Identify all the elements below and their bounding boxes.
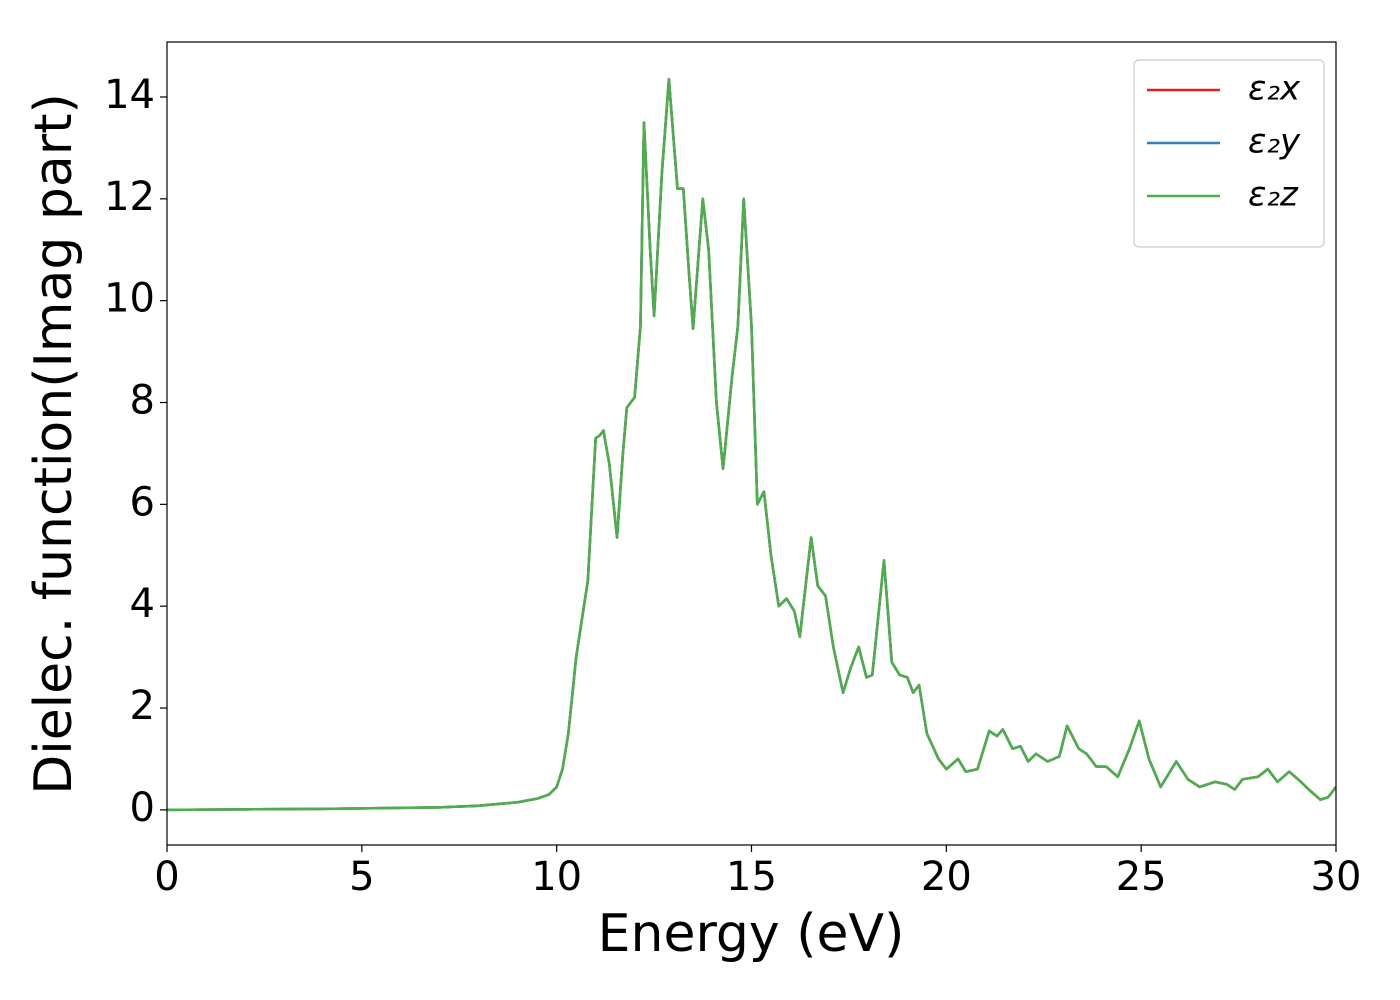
y-tick-label: 6 bbox=[130, 479, 155, 525]
x-tick-label: 30 bbox=[1311, 854, 1362, 900]
y-axis-label: Dielec. function(Imag part) bbox=[24, 93, 84, 795]
legend-label: ε₂y bbox=[1248, 122, 1301, 162]
x-tick-label: 20 bbox=[921, 854, 972, 900]
x-tick-label: 15 bbox=[726, 854, 777, 900]
x-tick-label: 0 bbox=[154, 854, 179, 900]
x-tick-label: 5 bbox=[349, 854, 374, 900]
legend-label: ε₂z bbox=[1248, 175, 1299, 215]
series-line bbox=[167, 77, 1336, 812]
plot-frame bbox=[166, 41, 1337, 846]
y-tick-label: 14 bbox=[104, 72, 155, 118]
y-tick-label: 12 bbox=[104, 174, 155, 220]
y-tick-label: 8 bbox=[130, 378, 155, 424]
y-tick-label: 0 bbox=[130, 785, 155, 831]
y-tick-label: 10 bbox=[104, 276, 155, 322]
x-axis-label: Energy (eV) bbox=[598, 904, 905, 964]
legend-label: ε₂x bbox=[1248, 69, 1301, 109]
y-tick-label: 2 bbox=[130, 683, 155, 729]
y-tick-label: 4 bbox=[130, 581, 155, 627]
x-tick-label: 25 bbox=[1116, 854, 1167, 900]
x-tick-label: 10 bbox=[531, 854, 582, 900]
legend-box bbox=[1133, 59, 1325, 248]
